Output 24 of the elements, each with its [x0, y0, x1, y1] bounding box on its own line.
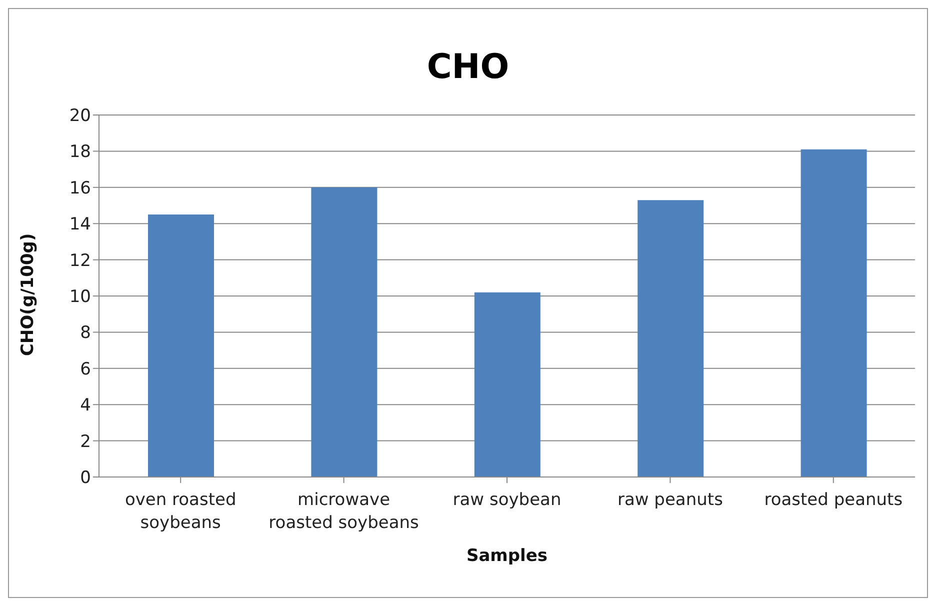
bar: [800, 149, 867, 477]
y-tick-label: 12: [69, 250, 91, 271]
y-tick-label: 2: [80, 432, 91, 452]
y-tick-label: 10: [69, 287, 91, 308]
y-tick-label: 16: [69, 178, 91, 198]
y-tick-label: 0: [80, 468, 91, 488]
bar: [638, 200, 704, 477]
bar: [311, 187, 378, 477]
x-tick-label: microwave roasted soybeans: [268, 490, 420, 533]
bar: [148, 214, 214, 477]
y-tick-label: 6: [80, 359, 91, 380]
bar: [474, 292, 540, 477]
y-tick-label: 4: [80, 396, 91, 416]
y-tick-label: 14: [69, 214, 91, 235]
y-tick-label: 20: [69, 106, 91, 126]
y-axis-title: CHO(g/100g): [18, 233, 38, 356]
y-tick-label: 8: [80, 323, 91, 344]
x-tick-label: raw peanuts: [617, 490, 724, 510]
y-tick-label: 18: [69, 142, 91, 162]
x-tick-label: raw soybean: [452, 490, 562, 510]
x-tick-label: roasted peanuts: [764, 490, 903, 510]
x-tick-label: oven roasted soybeans: [124, 490, 236, 533]
x-axis-title: Samples: [466, 546, 548, 566]
chart-title: CHO: [426, 47, 510, 87]
